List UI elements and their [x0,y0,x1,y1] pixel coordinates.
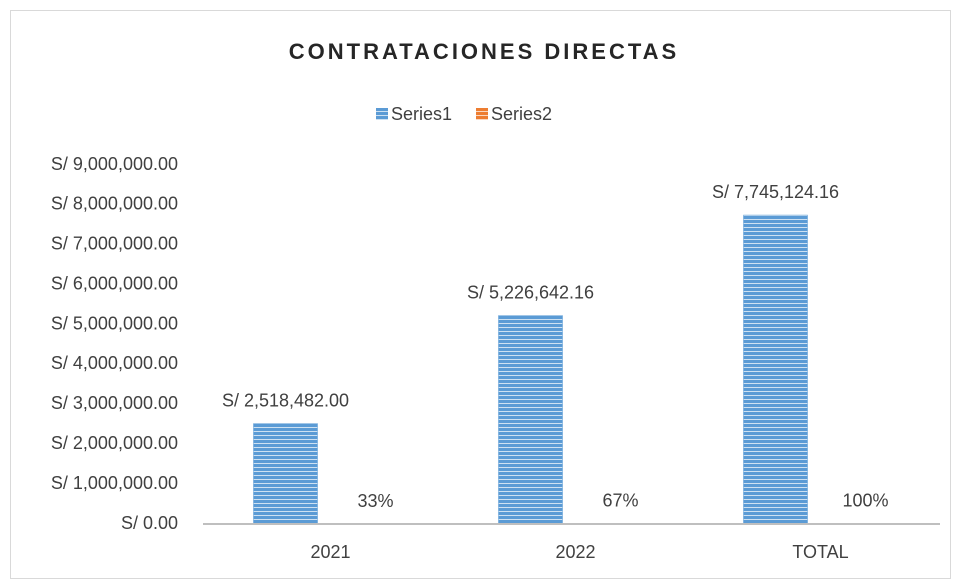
data-label: S/ 5,226,642.16 [467,282,594,302]
legend-swatch [376,108,388,120]
data-label: S/ 7,745,124.16 [712,182,839,202]
x-tick-label: 2022 [555,542,595,562]
data-label: 33% [357,491,393,511]
y-tick-label: S/ 3,000,000.00 [51,393,178,413]
y-tick-label: S/ 4,000,000.00 [51,353,178,373]
y-tick-label: S/ 2,000,000.00 [51,433,178,453]
legend-label: Series1 [391,104,452,124]
bar [253,423,318,525]
legend-label: Series2 [491,104,552,124]
y-tick-label: S/ 5,000,000.00 [51,313,178,333]
data-label: 67% [602,491,638,511]
data-label: 100% [842,491,888,511]
bar [498,315,563,525]
y-tick-label: S/ 1,000,000.00 [51,473,178,493]
y-tick-label: S/ 6,000,000.00 [51,273,178,293]
x-tick-label: TOTAL [792,542,848,562]
bar [743,214,808,525]
y-tick-label: S/ 8,000,000.00 [51,194,178,214]
chart-title: CONTRATACIONES DIRECTAS [289,39,679,64]
legend-swatch [476,108,488,120]
x-tick-label: 2021 [310,542,350,562]
y-tick-label: S/ 7,000,000.00 [51,234,178,254]
y-tick-label: S/ 9,000,000.00 [51,154,178,174]
data-label: S/ 2,518,482.00 [222,390,349,410]
y-tick-label: S/ 0.00 [121,513,178,533]
